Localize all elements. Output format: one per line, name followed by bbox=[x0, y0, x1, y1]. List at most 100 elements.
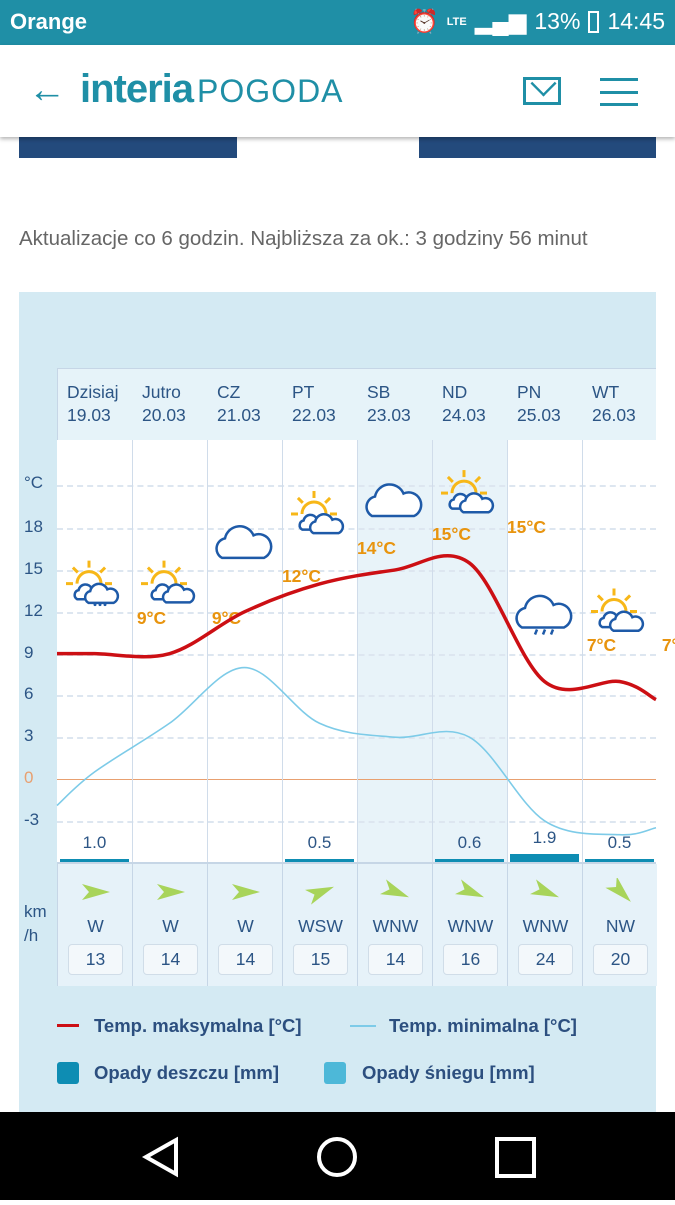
column-divider bbox=[507, 440, 508, 862]
day-header[interactable]: Dzisiaj 19.03 bbox=[67, 381, 119, 427]
battery-icon bbox=[588, 10, 600, 33]
max-temp-label: 9°C bbox=[211, 607, 242, 628]
wind-direction: W bbox=[87, 916, 104, 936]
day-date: 24.03 bbox=[442, 405, 486, 425]
hamburger-menu-icon[interactable] bbox=[600, 78, 638, 106]
nav-button-left[interactable] bbox=[19, 137, 237, 158]
max-temp-label: 15°C bbox=[431, 524, 472, 545]
sun-cloud-icon bbox=[141, 560, 196, 604]
day-header[interactable]: WT 26.03 bbox=[592, 381, 636, 427]
gridline bbox=[57, 820, 656, 823]
column-divider bbox=[132, 440, 133, 862]
wind-speed: 20 bbox=[593, 944, 648, 975]
wind-cell: NW 20 bbox=[582, 864, 657, 986]
day-header[interactable]: ND 24.03 bbox=[442, 381, 486, 427]
wind-cell: WNW 14 bbox=[357, 864, 432, 986]
rain-value: 1.0 bbox=[82, 833, 107, 852]
wind-arrow-icon bbox=[380, 879, 409, 898]
day-date: 22.03 bbox=[292, 405, 336, 425]
column-divider bbox=[207, 440, 208, 862]
day-date: 21.03 bbox=[217, 405, 261, 425]
rain-value: 0.6 bbox=[457, 833, 482, 852]
section-name: POGODA bbox=[197, 73, 344, 109]
legend-max-swatch bbox=[57, 1024, 79, 1027]
wind-arrow-icon bbox=[305, 886, 334, 905]
wind-arrow-icon bbox=[605, 878, 631, 902]
day-header[interactable]: Jutro 20.03 bbox=[142, 381, 186, 427]
wind-speed: 14 bbox=[368, 944, 423, 975]
day-date: 26.03 bbox=[592, 405, 636, 425]
battery-level: 13% bbox=[534, 8, 581, 34]
wind-cell: WSW 15 bbox=[282, 864, 357, 986]
legend-min[interactable]: Temp. minimalna [°C] bbox=[389, 1015, 577, 1036]
legend-snow[interactable]: Opady śniegu [mm] bbox=[362, 1062, 535, 1083]
rain-bar bbox=[435, 859, 504, 862]
mail-icon[interactable] bbox=[523, 77, 561, 105]
sun-clouds-icon bbox=[441, 470, 495, 514]
wind-unit: km /h bbox=[24, 902, 47, 945]
wind-direction: NW bbox=[605, 916, 636, 936]
rain-value: 0.5 bbox=[307, 833, 332, 852]
day-header[interactable]: PN 25.03 bbox=[517, 381, 561, 427]
gridline bbox=[57, 611, 656, 614]
rain-bar bbox=[285, 859, 354, 862]
rain-bar bbox=[510, 854, 579, 862]
y-tick-label: 0 bbox=[24, 768, 34, 787]
day-name: PT bbox=[292, 382, 315, 402]
wind-direction: WSW bbox=[298, 916, 343, 936]
nav-button-right[interactable] bbox=[419, 137, 656, 158]
column-divider bbox=[432, 440, 433, 862]
legend-rain[interactable]: Opady deszczu [mm] bbox=[94, 1062, 280, 1083]
max-temp-label: 15°C bbox=[506, 517, 547, 538]
wind-arrow-icon bbox=[157, 884, 185, 900]
wind-row: W 13 W 14 W 14 WSW 15 WNW 14 WNW 16 WNW 24 NW 20 bbox=[57, 862, 657, 986]
wind-cell: WNW 24 bbox=[507, 864, 582, 986]
logo[interactable]: interia POGODA bbox=[80, 67, 344, 112]
back-nav-icon[interactable] bbox=[141, 1136, 178, 1178]
gridline bbox=[57, 695, 656, 698]
rain-bar bbox=[60, 859, 129, 862]
back-arrow-icon[interactable]: ← bbox=[28, 69, 66, 111]
min-temp-line bbox=[56, 666, 657, 836]
gridline bbox=[57, 653, 656, 656]
y-tick-label: 12 bbox=[24, 600, 43, 620]
y-axis-unit: °C bbox=[24, 473, 44, 492]
day-name: PN bbox=[517, 382, 542, 402]
brand: interia bbox=[80, 67, 194, 111]
day-date: 23.03 bbox=[367, 405, 411, 425]
day-name: Jutro bbox=[142, 382, 181, 402]
gridline bbox=[57, 570, 656, 573]
sun-clouds-icon bbox=[291, 490, 345, 535]
wind-direction: W bbox=[162, 916, 179, 936]
status-bar: Orange ⏰ LTE ▂▄▆ 13% 14:45 bbox=[0, 0, 675, 45]
android-nav-bar bbox=[0, 1112, 675, 1200]
wind-cell: W 13 bbox=[57, 864, 132, 986]
day-name: SB bbox=[367, 382, 391, 402]
day-name: Dzisiaj bbox=[67, 382, 119, 402]
day-header[interactable]: SB 23.03 bbox=[367, 381, 411, 427]
wind-arrow-icon bbox=[530, 879, 559, 898]
rain-value: 0.5 bbox=[607, 833, 632, 852]
wind-speed: 14 bbox=[143, 944, 198, 975]
cloud-rain-icon bbox=[515, 594, 573, 635]
cloud-icon bbox=[365, 483, 423, 518]
wind-cell: W 14 bbox=[132, 864, 207, 986]
max-temp-line bbox=[57, 553, 657, 702]
sun-clouds-icon bbox=[591, 588, 645, 632]
day-header[interactable]: PT 22.03 bbox=[292, 381, 336, 427]
y-tick-label: 6 bbox=[24, 684, 34, 704]
column-divider bbox=[282, 440, 283, 862]
y-tick-label: 3 bbox=[24, 726, 34, 746]
day-date: 20.03 bbox=[142, 405, 186, 425]
recents-nav-icon[interactable] bbox=[495, 1137, 536, 1178]
legend-max[interactable]: Temp. maksymalna [°C] bbox=[94, 1015, 302, 1036]
wind-speed: 16 bbox=[443, 944, 498, 975]
day-header[interactable]: CZ 21.03 bbox=[217, 381, 261, 427]
wind-cell: WNW 16 bbox=[432, 864, 507, 986]
max-temp-label: 12°C bbox=[281, 565, 322, 586]
home-nav-icon[interactable] bbox=[317, 1137, 357, 1177]
wind-direction: WNW bbox=[447, 916, 494, 936]
temperature-plot: 9°C 1.0 9°C 12°C 14°C 0.5 15°C 15°C 0.6 7°C 1.9 7°C… bbox=[57, 440, 675, 862]
legend-min-swatch bbox=[350, 1025, 376, 1027]
